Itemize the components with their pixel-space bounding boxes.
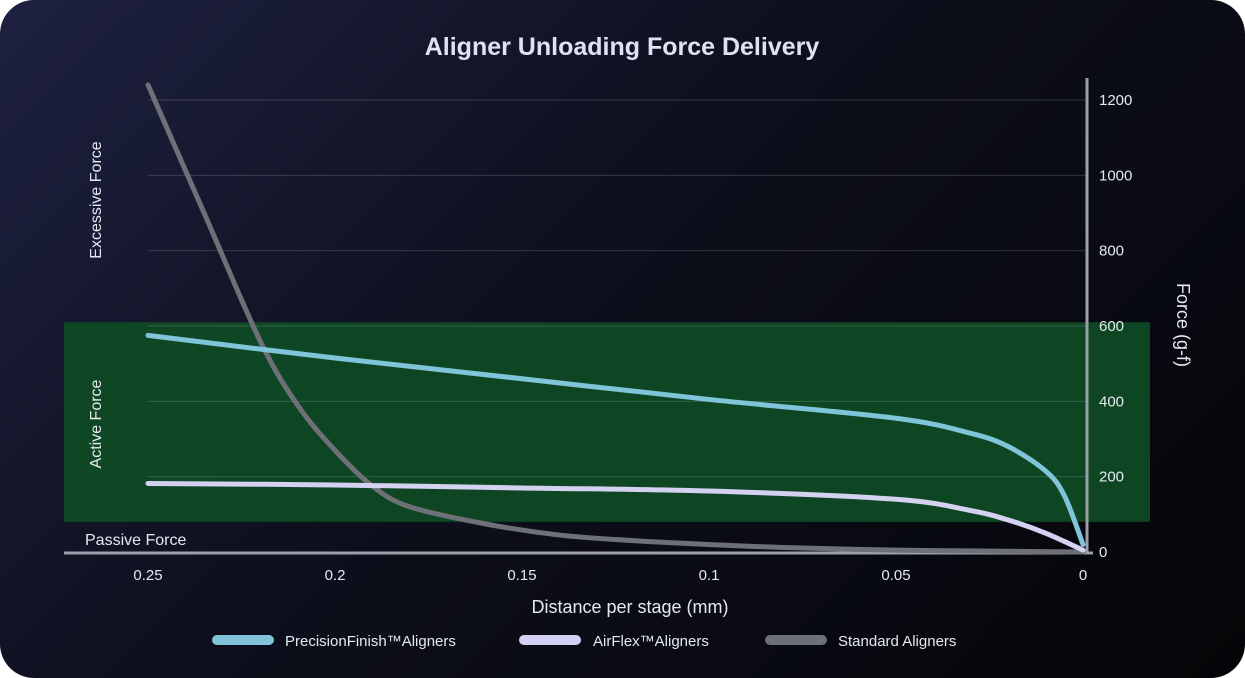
series-line-2 xyxy=(145,82,1086,555)
y-tick-label: 800 xyxy=(1099,243,1124,260)
series-line-1 xyxy=(145,480,1086,553)
x-tick-label: 0.05 xyxy=(881,567,910,584)
x-tick-label: 0.15 xyxy=(507,567,536,584)
legend-label-1: AirFlex™Aligners xyxy=(593,633,709,650)
active-force-zone xyxy=(64,322,1150,522)
x-tick-label: 0.25 xyxy=(133,567,162,584)
x-tick-label: 0.1 xyxy=(699,567,720,584)
series-line-0 xyxy=(145,332,1086,547)
y-tick-label: 600 xyxy=(1099,318,1124,335)
excessive-force-label: Excessive Force xyxy=(88,141,105,258)
passive-force-label: Passive Force xyxy=(85,532,186,549)
y-tick-label: 1200 xyxy=(1099,92,1132,109)
x-tick-label: 0.2 xyxy=(325,567,346,584)
x-tick-label: 0 xyxy=(1079,567,1087,584)
y-tick-label: 400 xyxy=(1099,393,1124,410)
y-axis-label: Force (g-f) xyxy=(1173,283,1193,367)
legend-label-2: Standard Aligners xyxy=(838,633,956,650)
chart-title: Aligner Unloading Force Delivery xyxy=(425,33,820,61)
legend-label-0: PrecisionFinish™Aligners xyxy=(285,633,456,650)
y-tick-label: 1000 xyxy=(1099,167,1132,184)
y-tick-label: 0 xyxy=(1099,544,1107,561)
active-force-label: Active Force xyxy=(88,379,105,468)
y-tick-label: 200 xyxy=(1099,469,1124,486)
x-axis-label: Distance per stage (mm) xyxy=(531,597,728,617)
